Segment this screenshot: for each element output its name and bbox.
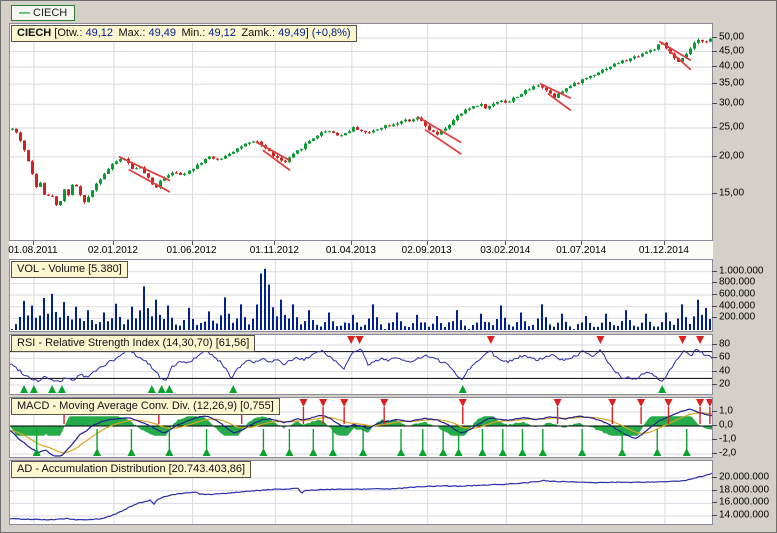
volume-panel-label: VOL - Volume [5.380] bbox=[11, 261, 128, 278]
y-axis-label: 15,00 bbox=[719, 187, 745, 199]
rsi-panel-label: RSI - Relative Strength Index (14,30,70)… bbox=[11, 335, 256, 352]
y-axis-label: 30,00 bbox=[719, 97, 745, 109]
x-axis-date-label: 02.09.2013 bbox=[401, 245, 452, 256]
y-axis-label: 20,00 bbox=[719, 150, 745, 162]
x-axis-tick bbox=[350, 241, 352, 245]
y-axis-tick bbox=[712, 411, 717, 412]
y-axis-tick bbox=[712, 83, 717, 85]
y-axis-tick bbox=[712, 65, 717, 67]
y-axis-label: 40 bbox=[719, 365, 731, 377]
price-info-text: ] bbox=[305, 27, 312, 39]
series-legend[interactable]: — CIECH bbox=[11, 5, 76, 21]
y-axis-tick bbox=[712, 294, 717, 296]
x-axis-tick bbox=[112, 241, 114, 245]
y-axis-tick bbox=[712, 305, 717, 307]
ad-panel-label: AD - Accumulation Distribution [20.743.4… bbox=[11, 461, 252, 478]
y-axis-label: 40,00 bbox=[719, 60, 745, 72]
y-axis-tick bbox=[712, 126, 717, 128]
y-axis-label: 1.000.000 bbox=[719, 265, 764, 277]
x-axis-tick bbox=[274, 241, 276, 245]
y-axis-label: 35,00 bbox=[719, 77, 745, 89]
y-axis-tick bbox=[712, 193, 717, 195]
macd-plot[interactable] bbox=[10, 398, 712, 457]
x-axis-date-strip bbox=[9, 241, 713, 259]
price-plot[interactable] bbox=[10, 24, 712, 240]
y-axis-label: 20 bbox=[719, 378, 731, 390]
legend-symbol-label: CIECH bbox=[33, 7, 68, 19]
x-axis-tick bbox=[505, 241, 507, 245]
x-axis-tick bbox=[191, 241, 193, 245]
y-axis-label: 60 bbox=[719, 351, 731, 363]
y-axis-label: 1,0 bbox=[719, 405, 733, 417]
x-axis-tick bbox=[663, 241, 665, 245]
price-info-value: (+0,8%) bbox=[311, 27, 351, 39]
y-axis-tick bbox=[712, 282, 717, 284]
x-axis-date-label: 01.04.2013 bbox=[325, 245, 376, 256]
price-info-value: 49,49 bbox=[278, 27, 306, 39]
y-axis-tick bbox=[712, 370, 717, 372]
x-axis-date-label: 01.07.2014 bbox=[556, 245, 607, 256]
x-axis-tick bbox=[32, 241, 34, 245]
price-panel[interactable] bbox=[9, 23, 713, 241]
y-axis-tick bbox=[712, 453, 717, 454]
price-info-value: 49,49 bbox=[148, 27, 176, 39]
price-info-value: 49,12 bbox=[208, 27, 236, 39]
y-axis-tick bbox=[712, 502, 717, 504]
price-info-label: CIECH [Otw.: 49,12 Max.: 49,49 Min.: 49,… bbox=[11, 25, 357, 42]
y-axis-label: 400.000 bbox=[719, 300, 756, 312]
y-axis-label: 16.000.000 bbox=[719, 496, 770, 508]
x-axis-date-label: 01.12.2014 bbox=[638, 245, 689, 256]
price-info-text: Min.: bbox=[175, 27, 209, 39]
y-axis-label: 25,00 bbox=[719, 121, 745, 133]
x-axis-date-label: 02.01.2012 bbox=[87, 245, 138, 256]
y-axis-label: 18.000.000 bbox=[719, 484, 770, 496]
y-axis-tick bbox=[712, 37, 717, 38]
y-axis-label: 80 bbox=[719, 338, 731, 350]
y-axis-tick bbox=[712, 357, 717, 359]
y-axis-label: 20.000.000 bbox=[719, 471, 770, 483]
y-axis-tick bbox=[712, 477, 717, 478]
legend-line-icon: — bbox=[19, 7, 30, 19]
y-axis-label: 50,00 bbox=[719, 31, 745, 43]
y-axis-tick bbox=[712, 489, 717, 491]
price-info-text: CIECH bbox=[17, 27, 55, 39]
y-axis-tick bbox=[712, 270, 717, 272]
y-axis-tick bbox=[712, 103, 717, 105]
y-axis-label: 45,00 bbox=[719, 45, 745, 57]
y-axis-label: -1,0 bbox=[719, 433, 737, 445]
y-axis-tick bbox=[712, 50, 717, 52]
y-axis-label: 14.000.000 bbox=[719, 509, 770, 521]
price-info-text: Zamk.: bbox=[235, 27, 279, 39]
y-axis-tick bbox=[712, 384, 717, 385]
x-axis-date-label: 01.11.2012 bbox=[249, 245, 299, 256]
x-axis-tick bbox=[426, 241, 428, 245]
y-axis-tick bbox=[712, 439, 717, 440]
y-axis-tick bbox=[712, 425, 717, 426]
y-axis-tick bbox=[712, 344, 717, 345]
x-axis-date-label: 03.02.2014 bbox=[480, 245, 531, 256]
y-axis-label: 200.000 bbox=[719, 311, 756, 323]
y-axis-label: 0,0 bbox=[719, 419, 733, 431]
price-info-value: 49,12 bbox=[85, 27, 113, 39]
y-axis-tick bbox=[712, 155, 717, 157]
y-axis-tick bbox=[712, 514, 717, 516]
x-axis-date-label: 01.08.2011 bbox=[8, 245, 58, 256]
macd-panel-label: MACD - Moving Average Conv. Div. (12,26,… bbox=[11, 398, 280, 415]
y-axis-label: 800.000 bbox=[719, 276, 756, 288]
x-axis-date-label: 01.06.2012 bbox=[166, 245, 217, 256]
x-axis-tick bbox=[581, 241, 583, 245]
y-axis-tick bbox=[712, 317, 717, 319]
price-info-text: Max.: bbox=[113, 27, 149, 39]
y-axis-label: 600.000 bbox=[719, 288, 756, 300]
y-axis-label: -2,0 bbox=[719, 447, 737, 459]
price-info-text: [Otw.: bbox=[54, 27, 86, 39]
